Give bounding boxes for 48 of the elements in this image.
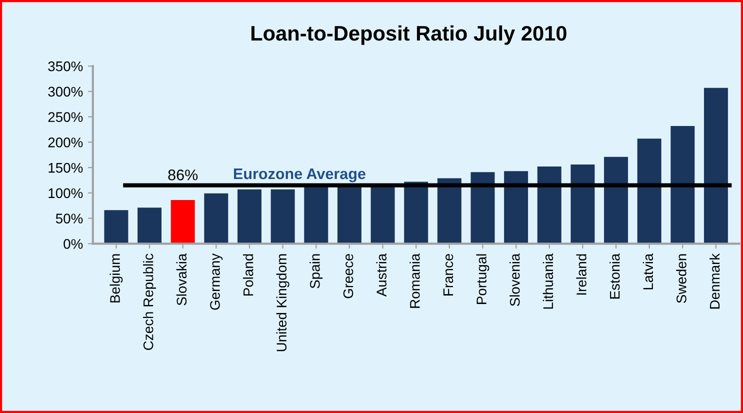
x-tick-label: Austria <box>376 253 386 297</box>
y-tick-label: 200% <box>48 138 83 148</box>
y-tick-label: 50% <box>56 214 83 224</box>
x-tick-label: Spain <box>310 254 323 288</box>
x-tick-label: Ireland <box>576 254 586 295</box>
ref-line-label: Eurozone Average <box>234 168 366 182</box>
x-tick-label: Slovakia <box>176 253 187 306</box>
x-tick-label: Poland <box>243 254 254 296</box>
bar <box>138 208 162 244</box>
x-tick-label: Slovenia <box>510 253 520 306</box>
bar <box>304 186 328 244</box>
bar <box>637 138 662 244</box>
chart-title: Loan-to-Deposit Ratio July 2010 <box>251 25 566 45</box>
x-tick-label: Lithuania <box>542 253 554 309</box>
bar <box>604 156 628 244</box>
x-tick-label: Romania <box>410 253 420 308</box>
x-tick-label: Czech Republic <box>143 254 156 350</box>
bar <box>437 178 462 244</box>
x-tick-label: United Kingdom <box>276 254 290 352</box>
bar <box>237 189 262 244</box>
bar <box>270 189 295 244</box>
bar <box>404 182 428 244</box>
bar <box>170 200 195 244</box>
bar <box>704 88 728 244</box>
y-tick-label: 300% <box>48 86 83 97</box>
y-tick-label: 150% <box>48 162 83 173</box>
bar <box>537 166 562 244</box>
x-tick-label: Sweden <box>676 254 686 303</box>
x-tick-label: Latvia <box>642 253 654 290</box>
y-tick-label: 350% <box>48 61 83 72</box>
bar <box>570 164 595 244</box>
bar <box>470 172 495 244</box>
x-tick-label: Greece <box>343 254 354 298</box>
data-label: 86% <box>168 170 198 180</box>
y-tick-label: 250% <box>48 112 83 122</box>
bar <box>504 171 528 244</box>
x-tick-label: Germany <box>210 253 223 310</box>
bar <box>204 193 228 244</box>
bar <box>670 126 695 244</box>
bar <box>104 210 128 244</box>
x-tick-label: Portugal <box>476 254 490 304</box>
bar <box>337 185 362 244</box>
x-tick-label: Estonia <box>610 253 620 299</box>
x-tick-label: Denmark <box>709 253 720 309</box>
y-tick-label: 100% <box>48 188 83 198</box>
x-tick-label: Belgium <box>110 254 123 302</box>
x-tick-label: France <box>443 254 454 296</box>
y-tick-label: 0% <box>64 239 83 249</box>
